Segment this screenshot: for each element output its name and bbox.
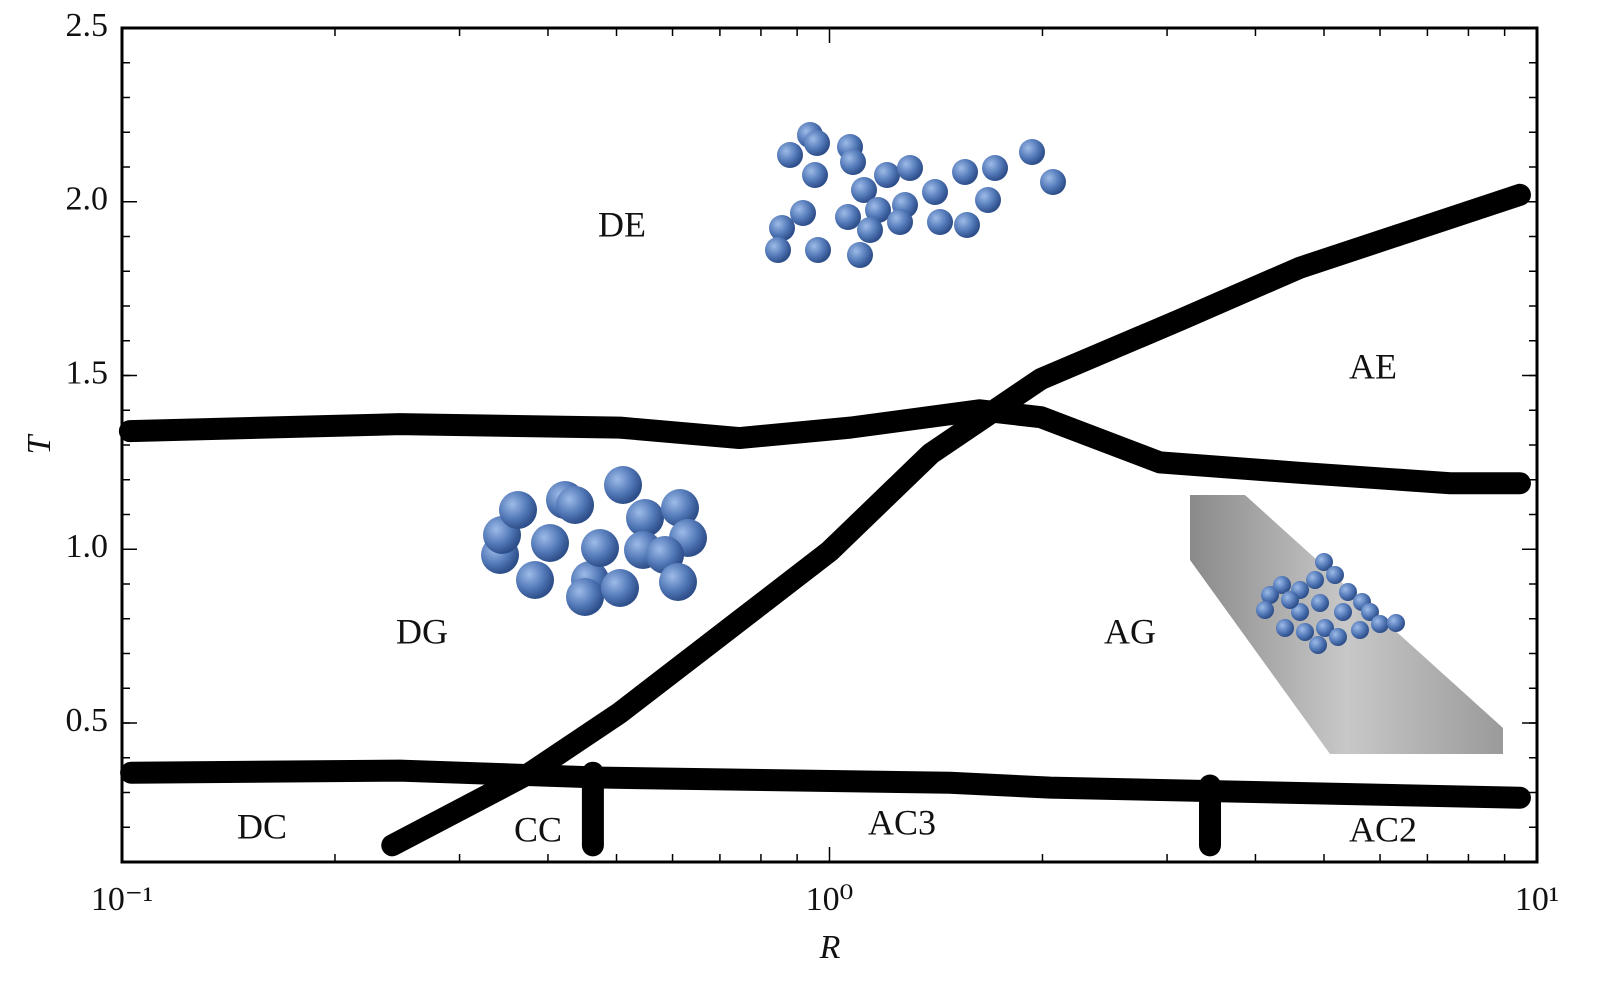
page: DE DG AE AG DC CC AC3 AC2 R T 10⁻¹ 10⁰ 10¹…: [0, 0, 1618, 998]
chain-image: [765, 122, 1066, 268]
region-label: AE: [1349, 346, 1397, 386]
region-label: AC2: [1349, 809, 1417, 849]
region-label: DE: [598, 204, 646, 244]
y-tick-label: 0.5: [66, 702, 109, 739]
x-tick-label: 10⁻¹: [91, 881, 153, 918]
inset-image: [1190, 495, 1503, 754]
y-tick-label: 1.0: [66, 528, 109, 565]
region-label: DG: [396, 611, 448, 651]
x-axis-label: R: [819, 929, 841, 966]
chart: DE DG AE AG DC CC AC3 AC2 R T 10⁻¹ 10⁰ 10¹…: [0, 0, 1618, 998]
globule-image: [481, 466, 707, 616]
y-tick-label: 2.0: [66, 181, 109, 218]
y-tick-label: 2.5: [66, 7, 109, 44]
x-tick-label: 10¹: [1515, 881, 1559, 918]
region-label: DC: [237, 806, 287, 846]
boundary-line: [131, 771, 1520, 798]
y-axis-label: T: [21, 433, 58, 454]
region-label: CC: [514, 809, 562, 849]
x-tick-label: 10⁰: [806, 881, 854, 918]
boundary-line: [130, 410, 1520, 483]
region-label: AG: [1104, 611, 1156, 651]
region-label: AC3: [868, 802, 936, 842]
y-tick-label: 1.5: [66, 354, 109, 391]
